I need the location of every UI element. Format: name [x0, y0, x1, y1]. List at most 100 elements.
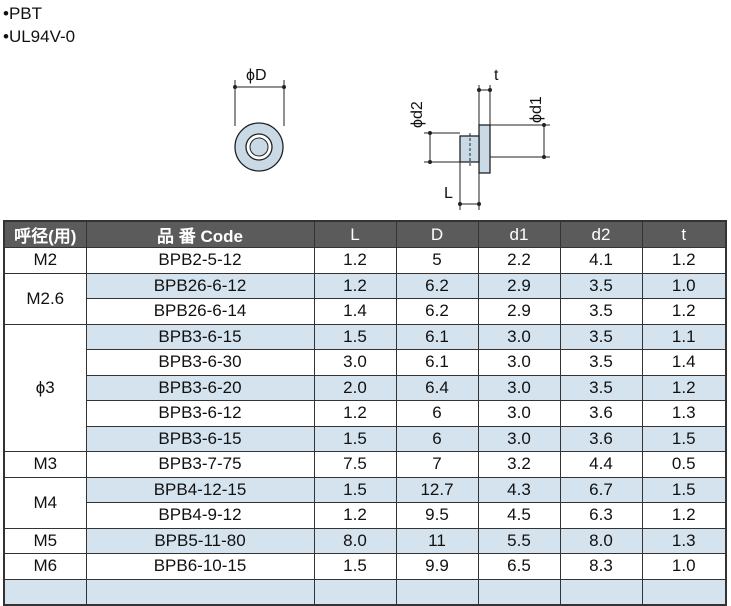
side-view: t ϕd2 ϕd1 L	[409, 67, 550, 210]
spec-table: 呼径(用) 品 番 Code L D d1 d2 t M2 BPB2-5-12 1.…	[3, 220, 727, 606]
cell-empty	[3, 578, 87, 606]
front-view: ϕD	[233, 67, 286, 172]
cell-L: 1.2	[313, 502, 397, 529]
header-code: 品 番 Code	[85, 220, 315, 248]
cell-d2: 6.3	[559, 502, 643, 529]
cell-t: 1.0	[641, 272, 727, 299]
table-row: BPB3-6-20 2.0 6.4 3.0 3.5 1.2	[4, 374, 727, 401]
header-d1: d1	[477, 220, 561, 248]
cell-d2: 4.4	[559, 451, 643, 478]
cell-code: BPB3-6-20	[85, 374, 315, 401]
label-phi-d2: ϕd2	[409, 101, 426, 128]
cell-D: 9.5	[395, 502, 479, 529]
table-row: BPB3-6-15 1.5 6 3.0 3.6 1.5	[4, 425, 727, 452]
cell-d1: 3.0	[477, 425, 561, 452]
cell-d2: 8.3	[559, 553, 643, 580]
cell-code: BPB26-6-12	[85, 272, 315, 299]
label-t: t	[494, 67, 499, 84]
cell-size: M6	[3, 553, 87, 580]
header-size: 呼径(用)	[3, 220, 87, 248]
cell-code: BPB5-11-80	[85, 527, 315, 554]
cell-empty	[477, 578, 561, 606]
cell-d2: 8.0	[559, 527, 643, 554]
cell-t: 0.5	[641, 451, 727, 478]
cell-L: 1.5	[313, 476, 397, 503]
cell-empty	[641, 578, 727, 606]
table-row: BPB26-6-14 1.4 6.2 2.9 3.5 1.2	[4, 298, 727, 325]
cell-d1: 3.2	[477, 451, 561, 478]
cell-empty	[313, 578, 397, 606]
cell-d1: 3.0	[477, 349, 561, 376]
cell-t: 1.2	[641, 298, 727, 325]
cell-t: 1.4	[641, 349, 727, 376]
header-L: L	[313, 220, 397, 248]
cell-L: 1.2	[313, 400, 397, 427]
label-phi-D: ϕD	[246, 67, 267, 84]
material-pbt: •PBT	[3, 4, 43, 23]
cell-code: BPB3-6-30	[85, 349, 315, 376]
table-row: M4 BPB4-12-15 1.5 12.7 4.3 6.7 1.5	[3, 476, 727, 529]
table-row: M2 BPB2-5-12 1.2 5 2.2 4.1 1.2	[3, 247, 727, 274]
cell-d1: 2.2	[477, 247, 561, 274]
cell-empty	[85, 578, 315, 606]
table-row: M3 BPB3-7-75 7.5 7 3.2 4.4 0.5	[3, 451, 727, 478]
cell-code: BPB3-6-15	[85, 323, 315, 350]
cell-code: BPB3-7-75	[85, 451, 315, 478]
cell-t: 1.2	[641, 247, 727, 274]
cell-L: 7.5	[313, 451, 397, 478]
cell-d2: 3.5	[559, 272, 643, 299]
cell-D: 12.7	[395, 476, 479, 503]
cell-D: 6.1	[395, 349, 479, 376]
cell-D: 6.1	[395, 323, 479, 350]
header-t: t	[641, 220, 727, 248]
cell-t: 1.5	[641, 425, 727, 452]
table-row: M5 BPB5-11-80 8.0 11 5.5 8.0 1.3	[3, 527, 727, 554]
cell-code: BPB6-10-15	[85, 553, 315, 580]
cell-D: 9.9	[395, 553, 479, 580]
cell-D: 6	[395, 425, 479, 452]
cell-d1: 3.0	[477, 400, 561, 427]
cell-empty	[395, 578, 479, 606]
cell-code: BPB3-6-12	[85, 400, 315, 427]
table-row: BPB4-9-12 1.2 9.5 4.5 6.3 1.2	[4, 502, 727, 529]
cell-d1: 2.9	[477, 272, 561, 299]
cell-size: M3	[3, 451, 87, 478]
cell-L: 1.5	[313, 323, 397, 350]
header-d2: d2	[559, 220, 643, 248]
cell-t: 1.3	[641, 527, 727, 554]
cell-t: 1.5	[641, 476, 727, 503]
cell-d2: 3.5	[559, 298, 643, 325]
cell-L: 1.4	[313, 298, 397, 325]
cell-t: 1.2	[641, 502, 727, 529]
cell-L: 1.2	[313, 272, 397, 299]
cell-d2: 3.5	[559, 323, 643, 350]
label-phi-d1: ϕd1	[528, 96, 545, 123]
cell-code: BPB4-9-12	[85, 502, 315, 529]
cell-D: 6.4	[395, 374, 479, 401]
cell-D: 11	[395, 527, 479, 554]
cell-size: M4	[3, 476, 87, 529]
cell-size: M5	[3, 527, 87, 554]
cell-d1: 3.0	[477, 323, 561, 350]
cell-d1: 4.5	[477, 502, 561, 529]
dimension-diagram: ϕD t ϕd2 ϕd1 L	[233, 67, 550, 210]
cell-size: ϕ3	[3, 323, 87, 452]
cell-d1: 3.0	[477, 374, 561, 401]
cell-code: BPB3-6-15	[85, 425, 315, 452]
cell-d2: 4.1	[559, 247, 643, 274]
cell-d1: 5.5	[477, 527, 561, 554]
header-D: D	[395, 220, 479, 248]
cell-D: 7	[395, 451, 479, 478]
table-row: M2.6 BPB26-6-12 1.2 6.2 2.9 3.5 1.0	[3, 272, 727, 325]
table-row: BPB3-6-30 3.0 6.1 3.0 3.5 1.4	[4, 349, 727, 376]
cell-d2: 3.6	[559, 425, 643, 452]
cell-t: 1.2	[641, 374, 727, 401]
cell-L: 1.5	[313, 425, 397, 452]
material-ul94v0: •UL94V-0	[3, 27, 76, 46]
table-header-row: 呼径(用) 品 番 Code L D d1 d2 t	[3, 220, 727, 248]
label-L: L	[444, 185, 453, 202]
cell-d2: 6.7	[559, 476, 643, 503]
cell-empty	[559, 578, 643, 606]
table-row: ϕ3 BPB3-6-15 1.5 6.1 3.0 3.5 1.1	[3, 323, 727, 452]
cell-d2: 3.5	[559, 374, 643, 401]
